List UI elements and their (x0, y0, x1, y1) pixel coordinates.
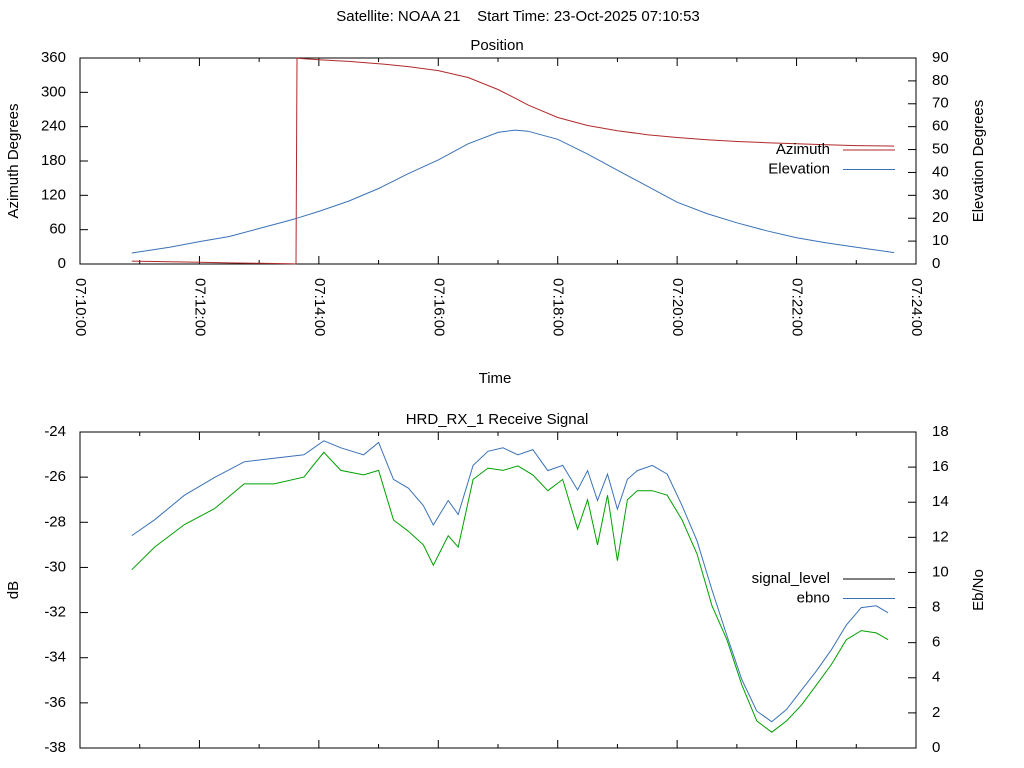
y-tick-label: -32 (44, 604, 66, 621)
y2-tick-label: 70 (932, 95, 949, 112)
y2-tick-label: 18 (932, 423, 949, 440)
series-line (131, 57, 895, 265)
y-tick-label: -36 (44, 694, 66, 711)
y2-tick-label: 10 (932, 563, 949, 580)
y2-tick-label: 30 (932, 186, 949, 203)
y-tick-label: 180 (41, 152, 66, 169)
x-tick-label: 07:22:00 (789, 278, 806, 336)
y2-tick-label: 8 (932, 599, 940, 616)
y2-tick-label: 10 (932, 232, 949, 249)
y-axis-label: dB (5, 581, 22, 599)
y2-tick-label: 80 (932, 72, 949, 89)
y2-tick-label: 12 (932, 528, 949, 545)
y2-tick-label: 90 (932, 49, 949, 66)
x-tick-label: 07:16:00 (430, 278, 447, 336)
y-tick-label: -28 (44, 513, 66, 530)
legend-label: Elevation (768, 160, 830, 177)
y-tick-label: -24 (44, 423, 66, 440)
y2-axis-label: Eb/No (970, 569, 987, 611)
x-tick-label: 07:14:00 (311, 278, 328, 336)
x-axis-label: Time (479, 370, 512, 387)
y2-tick-label: 50 (932, 141, 949, 158)
y2-tick-label: 60 (932, 118, 949, 135)
legend-label: ebno (797, 589, 830, 606)
y-tick-label: -38 (44, 739, 66, 756)
y2-tick-label: 16 (932, 458, 949, 475)
chart-title: HRD_RX_1 Receive Signal (406, 411, 589, 428)
x-tick-label: 07:18:00 (550, 278, 567, 336)
y-tick-label: -34 (44, 649, 66, 666)
legend-label: Azimuth (776, 141, 830, 158)
y2-tick-label: 40 (932, 163, 949, 180)
plot-frame (79, 431, 917, 749)
x-tick-label: 07:20:00 (669, 278, 686, 336)
series-line (131, 440, 889, 723)
y-tick-label: 300 (41, 83, 66, 100)
x-tick-label: 07:12:00 (191, 278, 208, 336)
y2-tick-label: 0 (932, 739, 940, 756)
y2-tick-label: 14 (932, 493, 949, 510)
y2-tick-label: 0 (932, 255, 940, 272)
x-tick-label: 07:24:00 (908, 278, 925, 336)
y-tick-label: 360 (41, 49, 66, 66)
y2-tick-label: 2 (932, 704, 940, 721)
x-tick-label: 07:10:00 (72, 278, 89, 336)
chart-title: Position (470, 37, 523, 54)
y2-tick-label: 4 (932, 669, 940, 686)
y-tick-label: 60 (49, 221, 66, 238)
y2-tick-label: 20 (932, 209, 949, 226)
y2-tick-label: 6 (932, 634, 940, 651)
legend-label: signal_level (752, 570, 830, 587)
y-tick-label: 240 (41, 118, 66, 135)
series-line (131, 451, 889, 733)
y-axis-label: Azimuth Degrees (5, 103, 22, 218)
header: Satellite: NOAA 21 Start Time: 23-Oct-20… (336, 8, 700, 25)
y-tick-label: 0 (58, 255, 66, 272)
y-tick-label: -30 (44, 558, 66, 575)
y2-axis-label: Elevation Degrees (970, 100, 987, 223)
y-tick-label: -26 (44, 468, 66, 485)
series-line (131, 129, 895, 254)
y-tick-label: 120 (41, 186, 66, 203)
